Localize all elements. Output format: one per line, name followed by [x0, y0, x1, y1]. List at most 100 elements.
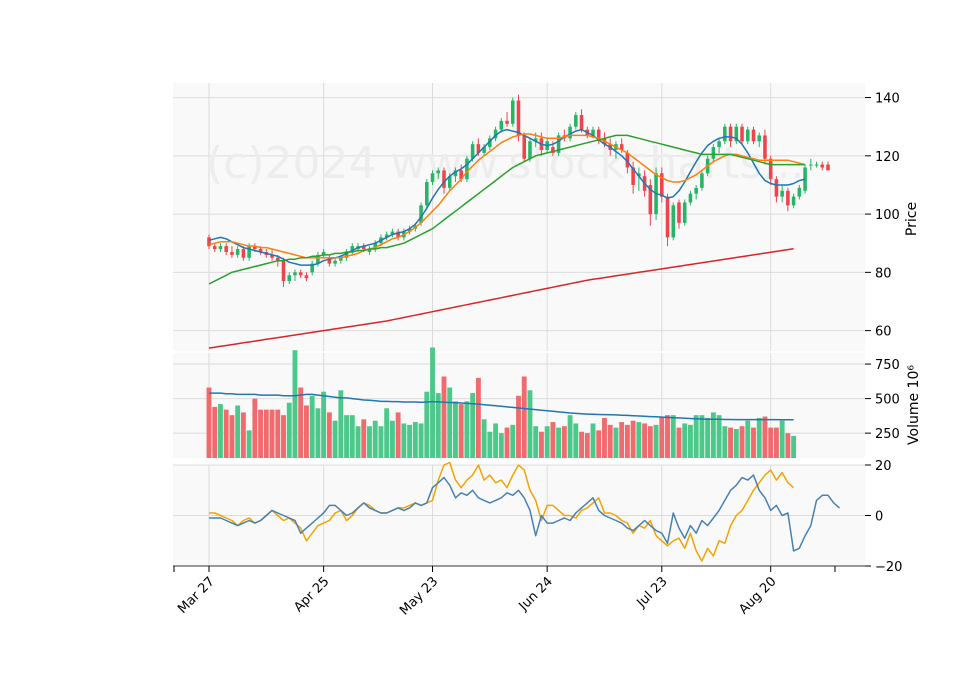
volume-bar	[647, 426, 653, 458]
x-tick-label: Mar 27	[175, 574, 218, 617]
candle-body	[276, 257, 280, 261]
candle-body	[470, 144, 475, 159]
candle-body	[350, 246, 355, 252]
volume-bar	[756, 417, 762, 458]
volume-bar	[739, 426, 745, 458]
candle-body	[293, 272, 297, 276]
candle-body	[241, 249, 246, 258]
candle-body	[235, 249, 240, 255]
candle-body	[574, 115, 578, 127]
volume-bar	[510, 424, 516, 458]
volume-average-line	[209, 392, 794, 421]
volume-bar	[779, 420, 785, 458]
volume-bar	[453, 401, 458, 458]
volume-y-tick-label: 500	[875, 393, 900, 408]
price-y-tick-label: 140	[875, 92, 900, 107]
x-tick-label: May 23	[397, 574, 441, 618]
candle-body	[505, 120, 509, 124]
candle-body	[780, 190, 784, 197]
candle-body	[304, 275, 309, 279]
volume-bar	[636, 422, 642, 458]
volume-bar	[682, 423, 688, 458]
volume-bar	[567, 415, 573, 458]
watermark: (c)2024 www.stockcharts...	[206, 138, 804, 189]
mav20-line	[208, 134, 806, 285]
x-tick-label: Jul 23	[634, 574, 671, 611]
volume-bar	[556, 427, 562, 458]
volume-bar	[309, 395, 315, 458]
volume-bar	[212, 406, 218, 458]
candle-body	[757, 135, 761, 142]
candle-body	[751, 129, 756, 142]
candle-body	[212, 246, 217, 250]
candle-body	[619, 144, 624, 150]
volume-bar	[670, 415, 676, 458]
volume-bar	[418, 423, 424, 458]
candle-body	[253, 246, 257, 250]
volume-bar	[659, 416, 665, 458]
volume-bar	[590, 423, 596, 458]
volume-bar	[688, 424, 693, 458]
candle-body	[287, 275, 292, 282]
volume-panel	[206, 347, 797, 458]
volume-bar	[223, 409, 229, 458]
candle-body	[430, 173, 435, 183]
candle-body	[717, 141, 721, 148]
candle-body	[677, 202, 681, 223]
volume-bar	[367, 426, 372, 458]
candle-body	[476, 144, 481, 153]
volume-bar	[745, 420, 751, 458]
candle-body	[591, 129, 595, 136]
volume-bar	[430, 347, 435, 458]
volume-bar	[384, 408, 390, 458]
candle-body	[367, 249, 372, 252]
volume-bar	[349, 415, 355, 458]
volume-bar	[544, 426, 550, 458]
candle-body	[258, 249, 263, 252]
volume-bar	[263, 409, 269, 458]
candle-body	[648, 184, 653, 215]
candle-body	[510, 100, 515, 124]
volume-y-tick-label: 750	[875, 358, 900, 373]
volume-bar	[533, 426, 539, 458]
candle-body	[465, 158, 469, 180]
volume-bar	[218, 404, 223, 458]
volume-bar	[516, 395, 521, 458]
candle-body	[522, 135, 527, 159]
candle-body	[700, 173, 704, 188]
volume-bar	[665, 415, 670, 458]
candle-body	[728, 126, 733, 142]
x-tick-label: Jun 24	[516, 574, 556, 614]
volume-bar	[550, 422, 556, 458]
candle-body	[516, 100, 521, 136]
candle-body	[482, 147, 486, 153]
candle-body	[745, 129, 750, 142]
candle-body	[373, 243, 377, 250]
volume-bar	[321, 391, 327, 458]
volume-bar	[258, 409, 264, 458]
volume-bar	[240, 412, 246, 458]
candle-body	[390, 231, 395, 235]
candle-body	[207, 237, 211, 247]
candle-body	[763, 135, 767, 159]
candle-body	[625, 152, 630, 168]
volume-bar	[785, 433, 791, 458]
candle-body	[361, 246, 366, 250]
indicator-panel	[209, 461, 840, 562]
candle-body	[499, 120, 504, 130]
candle-body	[224, 246, 228, 252]
candle-body	[533, 138, 538, 142]
candle-body	[442, 170, 446, 188]
candle-body	[218, 246, 223, 250]
candle-body	[316, 254, 320, 264]
volume-bar	[470, 393, 476, 458]
volume-bar	[326, 412, 332, 458]
candle-body	[230, 251, 234, 255]
price-y-tick-label: 60	[875, 325, 892, 340]
volume-bar	[584, 433, 590, 458]
volume-bar	[332, 420, 338, 458]
candle-body	[247, 246, 251, 258]
candle-body	[528, 141, 532, 159]
